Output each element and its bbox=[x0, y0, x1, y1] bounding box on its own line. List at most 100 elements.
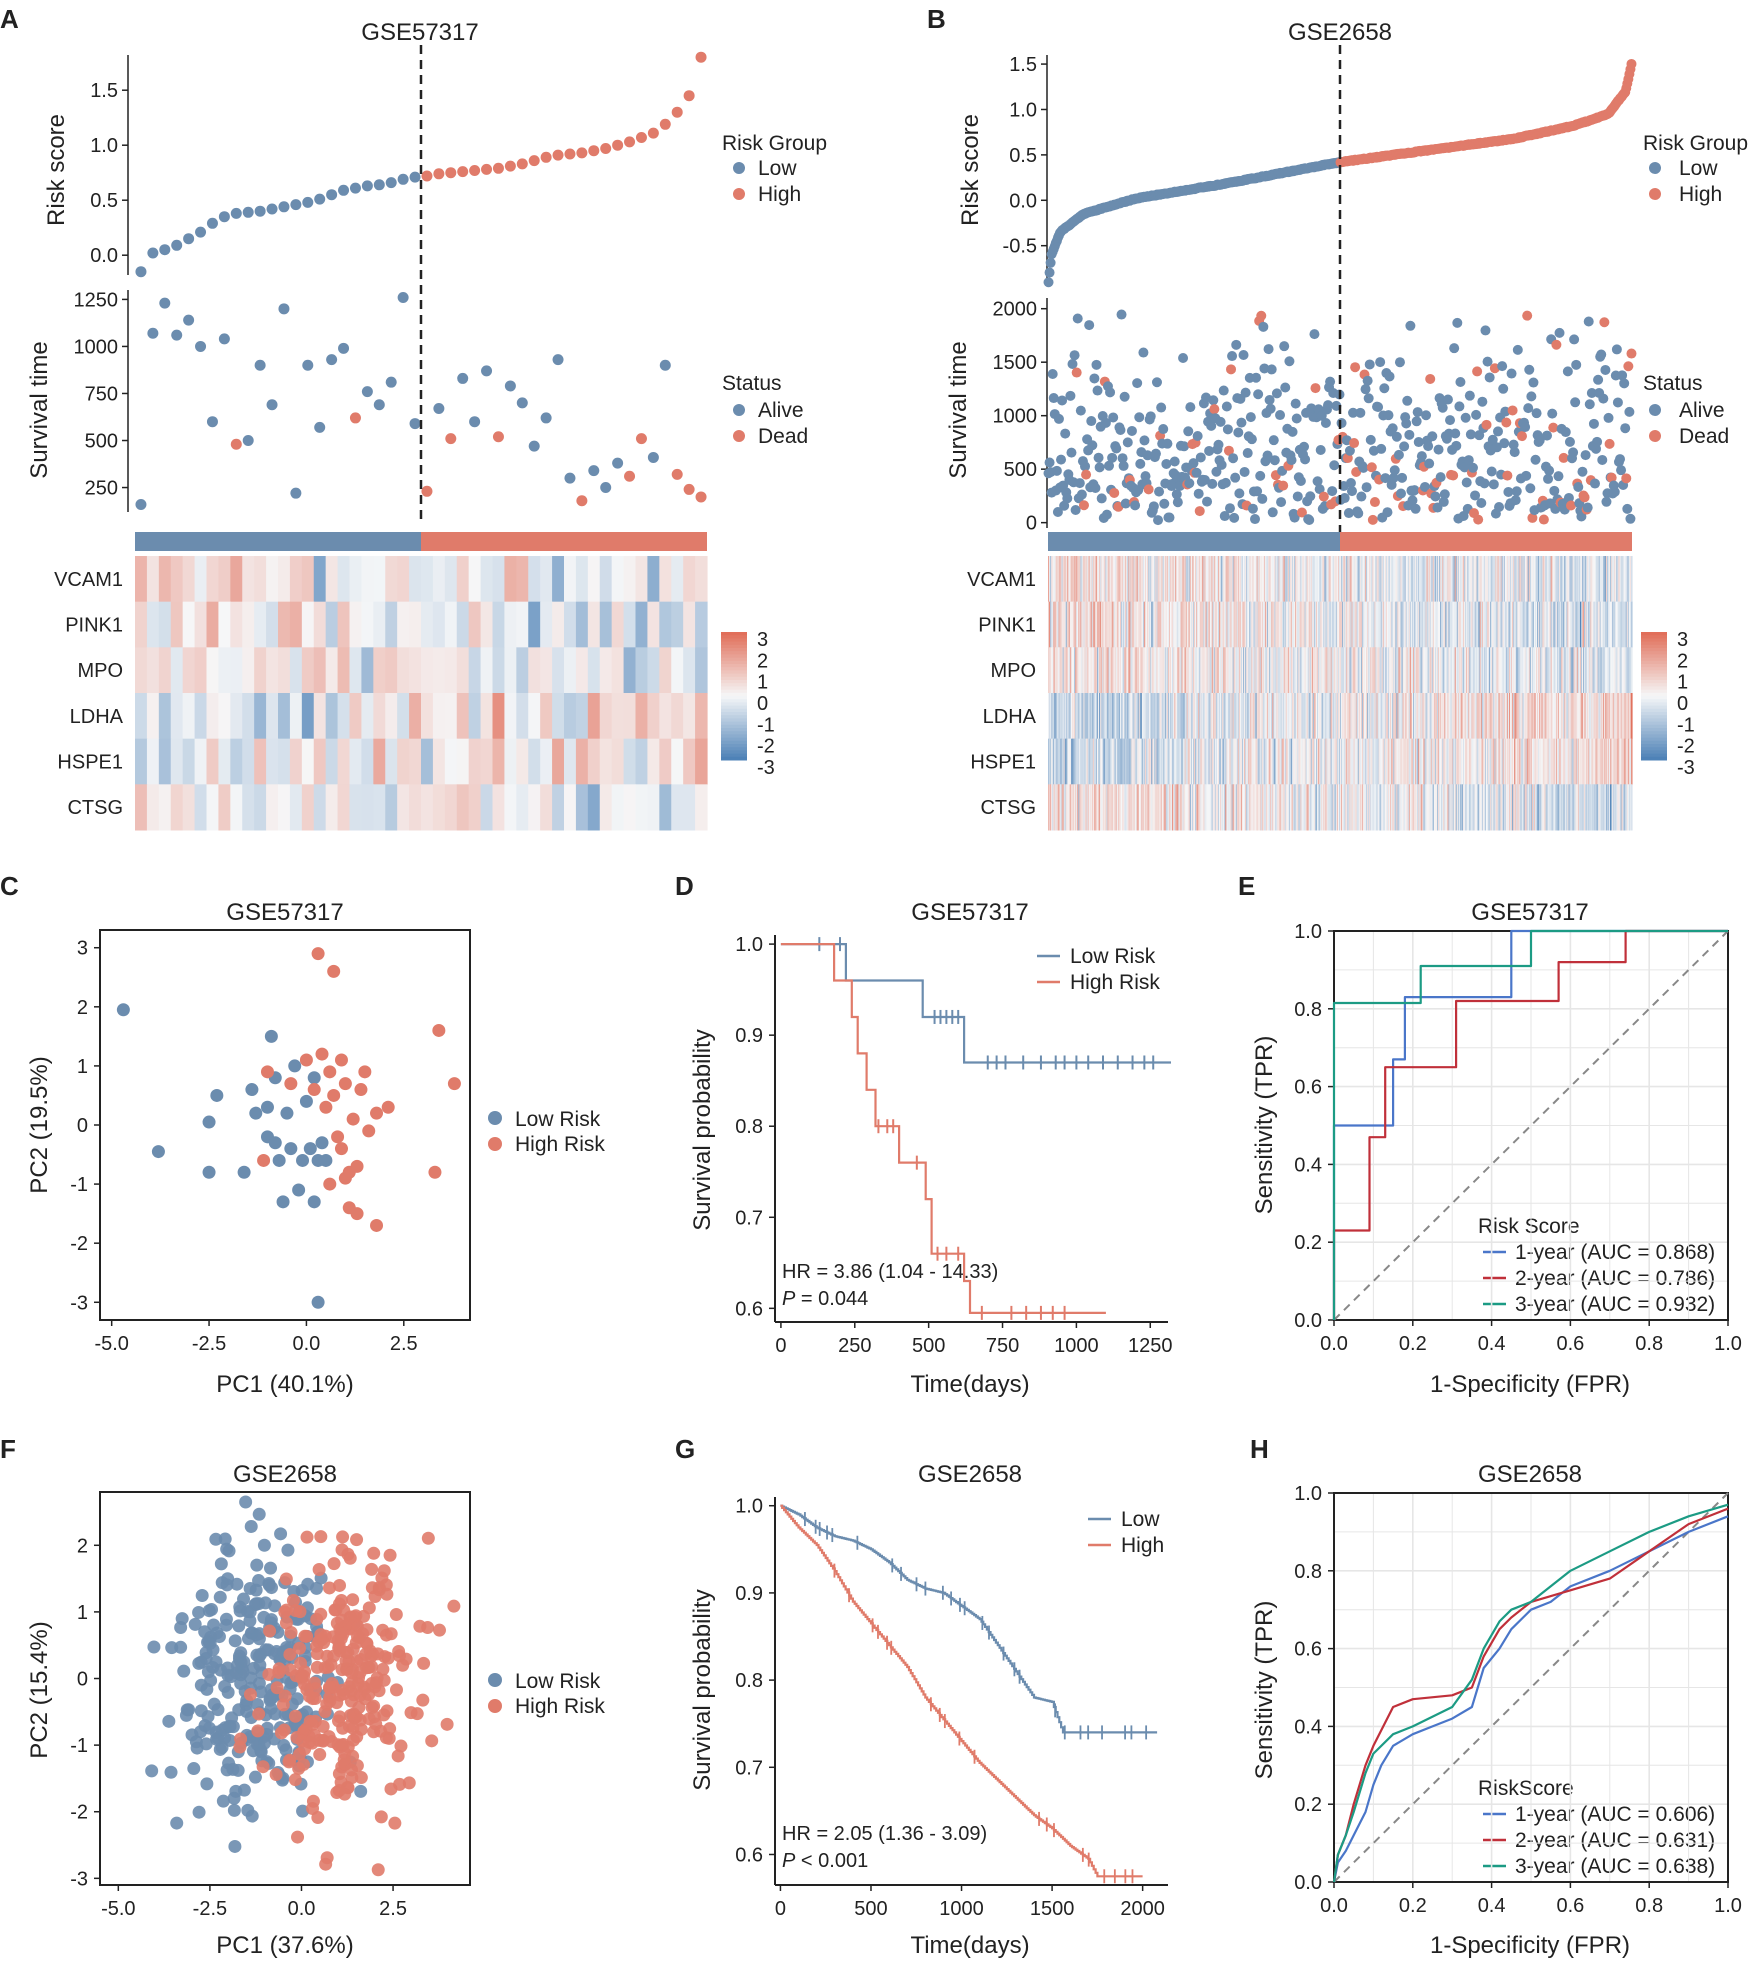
panel-b-heatmap-cell bbox=[1464, 693, 1466, 740]
panel-b-survival-point bbox=[1327, 486, 1338, 497]
panel-a-heatmap-cell bbox=[254, 556, 267, 603]
panel-a-color-scale-segment bbox=[721, 644, 747, 649]
panel-b-heatmap-cell bbox=[1559, 738, 1561, 785]
panel-b-heatmap-cell bbox=[1150, 738, 1152, 785]
panel-b-heatmap-cell bbox=[1390, 601, 1392, 648]
panel-b-survival-point bbox=[1481, 419, 1492, 430]
panel-b-heatmap-cell bbox=[1413, 601, 1415, 648]
panel-a-survival-point bbox=[171, 329, 183, 341]
panel-b-heatmap-cell bbox=[1164, 693, 1167, 740]
panel-a-survival-point bbox=[147, 327, 159, 339]
panel-b-heatmap-cell bbox=[1164, 784, 1167, 831]
panel-b-heatmap-cell bbox=[1346, 738, 1348, 785]
panel-b-heatmap-cell bbox=[1577, 738, 1580, 785]
panel-b-heatmap-cell bbox=[1149, 647, 1151, 694]
panel-b-heatmap-cell bbox=[1600, 647, 1603, 694]
panel-b-heatmap-cell bbox=[1479, 556, 1482, 603]
panel-b-survival-point bbox=[1229, 512, 1240, 523]
panel-b-heatmap-cell bbox=[1471, 647, 1474, 694]
panel-a-survival-y-tick-label: 1000 bbox=[74, 336, 119, 358]
panel-b-heatmap-cell bbox=[1189, 556, 1192, 603]
panel-b-heatmap-cell bbox=[1321, 784, 1323, 831]
panel-b-heatmap-cell bbox=[1427, 738, 1430, 785]
panel-b-heatmap-cell bbox=[1304, 647, 1307, 694]
panel-b-heatmap-cell bbox=[1259, 693, 1262, 740]
panel-a-heatmap-cell bbox=[349, 693, 363, 740]
panel-b-heatmap-cell bbox=[1278, 738, 1281, 785]
panel-b-survival-point bbox=[1209, 404, 1220, 415]
panel-b-heatmap-cell bbox=[1228, 784, 1231, 831]
panel-b-heatmap-cell bbox=[1293, 693, 1295, 740]
panel-b-heatmap-cell bbox=[1249, 784, 1251, 831]
panel-b-heatmap-cell bbox=[1560, 647, 1562, 694]
panel-b-heatmap-cell bbox=[1507, 647, 1510, 694]
panel-b-heatmap-cell bbox=[1286, 738, 1289, 785]
panel-b-heatmap-cell bbox=[1560, 784, 1562, 831]
panel-b-heatmap-cell bbox=[1363, 647, 1366, 694]
panel-b-heatmap-cell bbox=[1265, 556, 1268, 603]
panel-b-heatmap-cell bbox=[1175, 647, 1177, 694]
panel-b-heatmap-cell bbox=[1463, 693, 1465, 740]
panel-b-heatmap-cell bbox=[1080, 601, 1082, 648]
panel-b-heatmap-cell bbox=[1309, 693, 1312, 740]
panel-b-heatmap-cell bbox=[1259, 647, 1262, 694]
panel-b-heatmap-cell bbox=[1533, 556, 1536, 603]
panel-b-heatmap-cell bbox=[1069, 601, 1072, 648]
panel-b-heatmap-cell bbox=[1561, 693, 1563, 740]
panel-b-heatmap-cell bbox=[1235, 556, 1238, 603]
panel-b-heatmap-cell bbox=[1241, 556, 1244, 603]
panel-b-heatmap-cell bbox=[1375, 647, 1378, 694]
panel-b-heatmap-cell bbox=[1267, 738, 1269, 785]
panel-b-heatmap-cell bbox=[1480, 601, 1483, 648]
panel-a-heatmap-cell bbox=[361, 693, 374, 740]
panel-b-heatmap-cell bbox=[1123, 647, 1125, 694]
panel-b-heatmap-cell bbox=[1623, 738, 1626, 785]
panel-b-heatmap-cell bbox=[1057, 693, 1060, 740]
panel-b-risk-y-tick-label: 0.0 bbox=[1009, 190, 1037, 212]
panel-b-heatmap-cell bbox=[1557, 693, 1560, 740]
panel-b-heatmap-cell bbox=[1240, 784, 1243, 831]
panel-b-heatmap-cell bbox=[1438, 556, 1440, 603]
panel-a-heatmap-cell bbox=[135, 738, 148, 785]
panel-b-heatmap-cell bbox=[1456, 556, 1459, 603]
panel-b-heatmap-cell bbox=[1589, 601, 1591, 648]
panel-b-heatmap-cell bbox=[1204, 738, 1207, 785]
panel-b-survival-point bbox=[1290, 398, 1301, 409]
panel-b-heatmap-cell bbox=[1275, 784, 1277, 831]
panel-a-survival-y-tick-label: 750 bbox=[85, 383, 118, 405]
panel-b-heatmap-cell bbox=[1496, 556, 1499, 603]
panel-b-heatmap-cell bbox=[1223, 784, 1225, 831]
panel-b-heatmap-cell bbox=[1301, 556, 1304, 603]
panel-b-heatmap-cell bbox=[1517, 784, 1519, 831]
panel-a-heatmap-cell bbox=[528, 647, 541, 694]
panel-b-heatmap-cell bbox=[1052, 556, 1054, 603]
panel-b-heatmap-cell bbox=[1460, 556, 1463, 603]
panel-b-survival-point bbox=[1547, 408, 1558, 419]
panel-b-survival-point bbox=[1139, 435, 1150, 446]
panel-b-heatmap-cell bbox=[1392, 601, 1394, 648]
panel-b-heatmap-cell bbox=[1460, 738, 1463, 785]
panel-b-heatmap-cell bbox=[1439, 601, 1441, 648]
panel-b-survival-point bbox=[1065, 390, 1076, 401]
panel-b-heatmap-cell bbox=[1557, 784, 1560, 831]
panel-b-heatmap-cell bbox=[1182, 601, 1185, 648]
panel-b-heatmap-cell bbox=[1338, 784, 1341, 831]
panel-b-heatmap-cell bbox=[1058, 601, 1061, 648]
panel-b-heatmap-cell bbox=[1498, 556, 1501, 603]
panel-b-heatmap-cell bbox=[1357, 784, 1360, 831]
panel-b-heatmap-cell bbox=[1423, 556, 1426, 603]
panel-b-heatmap-cell bbox=[1414, 784, 1416, 831]
panel-b-survival-point bbox=[1620, 423, 1631, 434]
panel-b-heatmap-cell bbox=[1365, 784, 1367, 831]
panel-b-heatmap-cell bbox=[1321, 556, 1323, 603]
panel-b-heatmap-cell bbox=[1075, 601, 1077, 648]
panel-b-survival-point bbox=[1586, 388, 1597, 399]
panel-b-heatmap-cell bbox=[1048, 647, 1050, 694]
panel-b-heatmap-cell bbox=[1179, 784, 1182, 831]
panel-b-survival-point bbox=[1089, 373, 1100, 384]
panel-b-heatmap-cell bbox=[1079, 738, 1081, 785]
panel-b-heatmap-cell bbox=[1182, 738, 1185, 785]
panel-b-heatmap-cell bbox=[1411, 556, 1414, 603]
panel-b-heatmap-cell bbox=[1307, 784, 1310, 831]
panel-b-heatmap-cell bbox=[1545, 556, 1548, 603]
